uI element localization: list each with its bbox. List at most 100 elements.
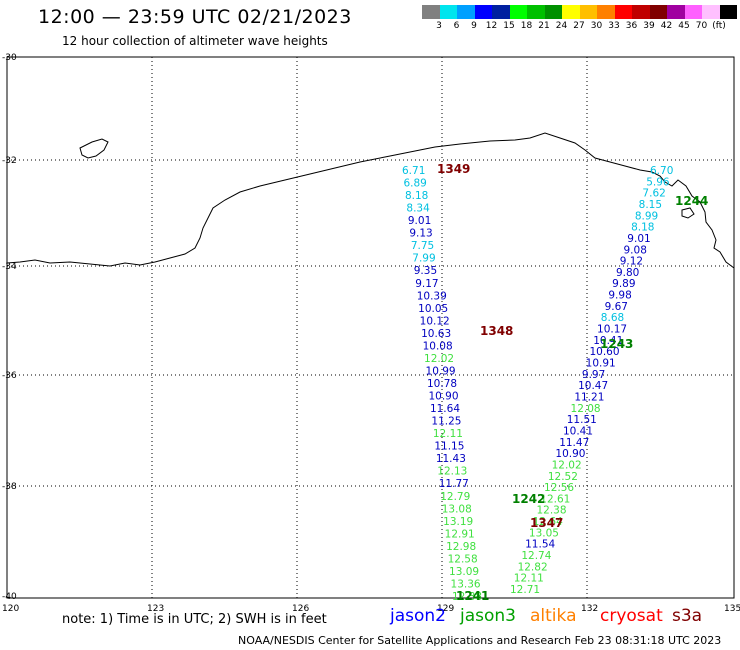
- satellite-s3a: s3a: [672, 606, 703, 626]
- legend-swatch: [684, 5, 702, 19]
- lat-label: -32: [2, 156, 17, 166]
- legend-swatch: [492, 5, 510, 19]
- wave-height-value: 12.58: [448, 553, 478, 565]
- legend-label: 9: [471, 21, 477, 31]
- legend-swatch: [719, 5, 737, 19]
- wave-height-value: 10.78: [427, 378, 457, 390]
- legend-swatch: [527, 5, 545, 19]
- wave-height-value: 7.75: [411, 240, 434, 252]
- wave-height-value: 6.70: [650, 165, 673, 177]
- altimeter-tracks: 6.716.898.188.349.019.137.757.999.359.17…: [402, 165, 673, 603]
- legend-swatch: [457, 5, 475, 19]
- wave-height-value: 13.05: [529, 527, 559, 539]
- wave-height-value: 9.35: [414, 265, 437, 277]
- legend-swatch: [632, 5, 650, 19]
- wave-height-value: 12.91: [445, 528, 475, 540]
- legend-swatch: [702, 5, 720, 19]
- pass-number-label: 1348: [480, 324, 513, 338]
- legend-label: 18: [520, 21, 533, 31]
- wave-height-value: 9.89: [612, 278, 635, 290]
- wave-height-value: 13.09: [449, 566, 479, 578]
- legend-swatch: [422, 5, 440, 19]
- legend-label: 6: [453, 21, 460, 31]
- lon-label: 129: [437, 604, 455, 614]
- pass-number-label: 1244: [675, 194, 708, 208]
- wave-height-value: 9.01: [408, 215, 431, 227]
- wave-height-value: 11.64: [430, 403, 460, 415]
- legend-swatch: [562, 5, 580, 19]
- wave-height-value: 13.19: [443, 516, 473, 528]
- legend-swatch: [667, 5, 685, 19]
- wave-height-value: 12.02: [552, 459, 582, 471]
- wave-height-value: 10.12: [420, 315, 450, 327]
- wave-height-value: 11.43: [436, 453, 466, 465]
- wave-height-value: 12.11: [514, 573, 544, 585]
- wave-height-value: 10.05: [418, 303, 448, 315]
- wave-height-value: 12.52: [548, 471, 578, 483]
- wave-height-value: 5.96: [646, 176, 670, 188]
- color-scale-legend: [422, 5, 737, 19]
- wave-height-value: 12.13: [437, 466, 467, 478]
- wave-height-value: 7.99: [412, 253, 435, 265]
- island-small: [681, 207, 695, 219]
- wave-height-value: 9.12: [620, 256, 643, 268]
- satellite-altika: altika: [530, 606, 577, 626]
- lat-label: -30: [2, 53, 17, 63]
- wave-height-value: 8.99: [635, 210, 658, 222]
- satellite-jason3: jason3: [460, 606, 516, 626]
- wave-height-value: 10.08: [423, 340, 453, 352]
- lat-label: -36: [2, 371, 17, 381]
- legend-swatch: [544, 5, 562, 19]
- satellite-jason2: jason2: [390, 606, 446, 626]
- wave-height-value: 13.36: [451, 578, 481, 590]
- wave-height-value: 10.39: [417, 290, 447, 302]
- wave-height-value: 10.41: [593, 335, 623, 347]
- legend-swatch: [579, 5, 597, 19]
- legend-label: 42: [660, 21, 673, 31]
- lat-label: -40: [2, 592, 17, 602]
- lon-label: 123: [147, 604, 165, 614]
- legend-swatch: [474, 5, 492, 19]
- coastline: [6, 132, 735, 269]
- pass-number-label: 1242: [512, 492, 545, 506]
- wave-height-value: 13.08: [442, 503, 472, 515]
- wave-height-value: 12.08: [571, 403, 601, 415]
- wave-height-value: 10.99: [426, 365, 456, 377]
- wave-height-value: 11.47: [559, 437, 589, 449]
- wave-height-value: 12.79: [440, 491, 470, 503]
- legend-label: 36: [625, 21, 638, 31]
- lat-label: -38: [2, 482, 17, 492]
- wave-height-value: 12.71: [510, 584, 540, 596]
- wave-height-value: 11.15: [434, 441, 464, 453]
- wave-height-value: 10.63: [421, 328, 451, 340]
- wave-height-value: 12.38: [536, 505, 566, 517]
- legend-swatch: [439, 5, 457, 19]
- pass-number-label: 1349: [437, 162, 470, 176]
- wave-height-value: 8.18: [405, 190, 428, 202]
- wave-height-value: 6.89: [403, 178, 426, 190]
- legend-label: 70: [695, 21, 708, 31]
- wave-height-value: 7.62: [642, 188, 665, 200]
- pass-number-label: 1241: [456, 589, 489, 603]
- legend-label: 30: [590, 21, 603, 31]
- wave-height-value: 12.56: [544, 482, 574, 494]
- wave-height-value: 8.15: [639, 199, 662, 211]
- wave-height-value: 8.68: [601, 312, 624, 324]
- wave-height-value: 9.01: [627, 233, 650, 245]
- legend-label: 33: [608, 21, 620, 31]
- legend-label: 39: [643, 21, 655, 31]
- lon-label: 126: [292, 604, 310, 614]
- legend-swatch: [649, 5, 667, 19]
- wave-height-value: 9.08: [624, 244, 647, 256]
- wave-height-value: 11.25: [431, 416, 461, 428]
- legend-label: 12: [485, 21, 498, 31]
- legend-label: 27: [573, 21, 585, 31]
- wave-height-value: 9.97: [582, 369, 605, 381]
- wave-height-value: 11.21: [574, 391, 604, 403]
- wave-height-value: 6.71: [402, 165, 425, 177]
- wave-height-value: 11.51: [567, 414, 597, 426]
- wave-height-value: 12.64: [533, 516, 563, 528]
- wave-height-value: 10.90: [555, 448, 585, 460]
- wave-height-value: 8.18: [631, 222, 654, 234]
- page-title: 12:00 — 23:59 UTC 02/21/2023: [38, 6, 352, 28]
